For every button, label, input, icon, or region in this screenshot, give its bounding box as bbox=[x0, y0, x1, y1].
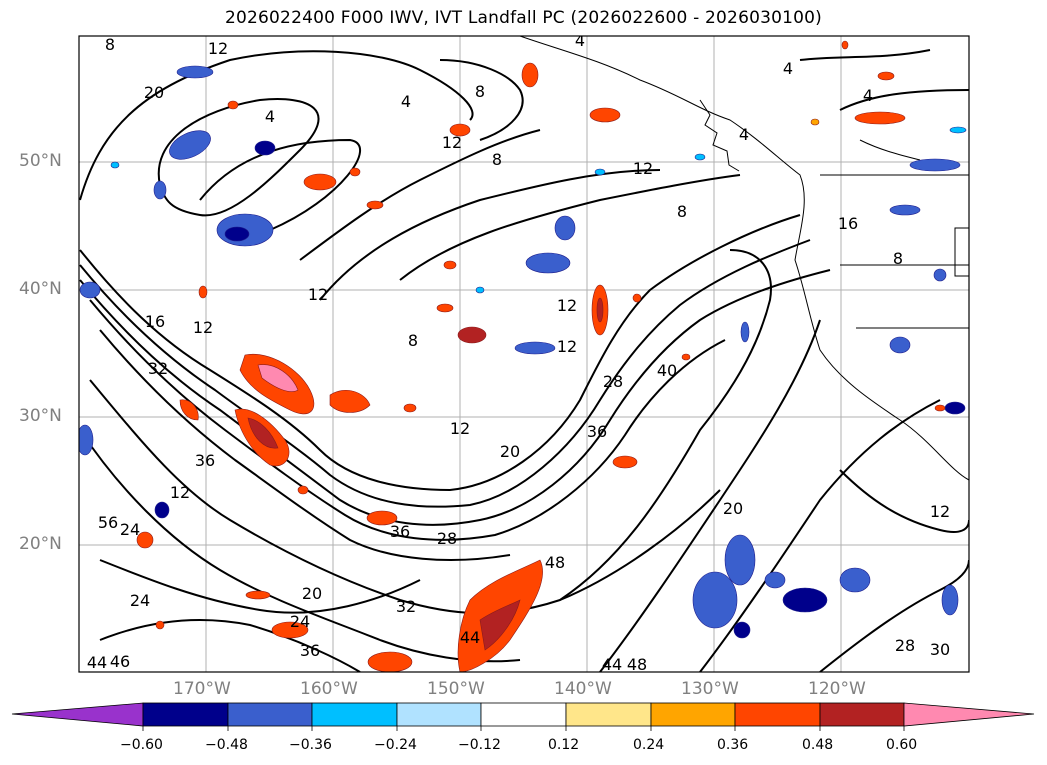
contour-label: 8 bbox=[105, 35, 115, 54]
colorbar-tick-label: −0.24 bbox=[374, 737, 417, 753]
contour-label: 8 bbox=[677, 202, 687, 221]
lat-label-30n: 30°N bbox=[19, 406, 62, 426]
negative-pc-shading bbox=[79, 65, 967, 639]
lon-label-130w: 130°W bbox=[681, 679, 739, 699]
contour-label: 32 bbox=[396, 597, 416, 616]
contour-label: 24 bbox=[120, 520, 140, 539]
contour-label: 16 bbox=[145, 312, 165, 331]
contour-label: 24 bbox=[130, 591, 150, 610]
contour-label: 12 bbox=[170, 483, 190, 502]
contour-label: 12 bbox=[450, 419, 470, 438]
lon-label-150w: 150°W bbox=[427, 679, 485, 699]
contour-label: 4 bbox=[401, 92, 411, 111]
contour-label: 8 bbox=[408, 331, 418, 350]
colorbar-tick-label: 0.12 bbox=[548, 737, 580, 753]
contour-label: 20 bbox=[723, 499, 743, 518]
colorbar-tick-label: 0.48 bbox=[802, 737, 834, 753]
contour-label: 8 bbox=[475, 82, 485, 101]
lat-label-40n: 40°N bbox=[19, 279, 62, 299]
contour-label: 12 bbox=[193, 318, 213, 337]
contour-label: 4 bbox=[265, 107, 275, 126]
coastlines bbox=[519, 36, 969, 481]
contour-label: 32 bbox=[148, 359, 168, 378]
contour-label: 12 bbox=[557, 337, 577, 356]
contour-label: 20 bbox=[144, 83, 164, 102]
contour-label: 12 bbox=[557, 296, 577, 315]
contour-label: 16 bbox=[838, 214, 858, 233]
colorbar-segment bbox=[396, 702, 482, 727]
contour-label: 12 bbox=[308, 285, 328, 304]
contour-label: 4 bbox=[863, 86, 873, 105]
colorbar-segment bbox=[819, 702, 905, 727]
lat-label-20n: 20°N bbox=[19, 534, 62, 554]
contour-label: 12 bbox=[930, 502, 950, 521]
lon-label-140w: 140°W bbox=[554, 679, 612, 699]
contour-label: 8 bbox=[492, 150, 502, 169]
colorbar-extend-high bbox=[903, 702, 1035, 727]
colorbar-tick-label: 0.24 bbox=[633, 737, 665, 753]
contour-label: 36 bbox=[195, 451, 215, 470]
contour-label: 46 bbox=[110, 652, 130, 671]
positive-pc-shading bbox=[136, 40, 946, 672]
contour-label: 36 bbox=[390, 522, 410, 541]
colorbar-tick-label: 0.60 bbox=[886, 737, 918, 753]
map-frame bbox=[78, 35, 970, 673]
contour-label: 56 bbox=[98, 513, 118, 532]
colorbar-segment bbox=[734, 702, 821, 727]
contour-label: 44 bbox=[460, 628, 480, 647]
colorbar-segment bbox=[650, 702, 736, 727]
colorbar-ticks bbox=[142, 726, 905, 731]
colorbar bbox=[11, 702, 1035, 731]
contour-label: 28 bbox=[895, 636, 915, 655]
colorbar-segment bbox=[480, 702, 567, 727]
contour-label: 4 bbox=[783, 59, 793, 78]
contour-label: 48 bbox=[627, 655, 647, 674]
map-panel bbox=[79, 36, 969, 672]
contour-label: 8 bbox=[893, 249, 903, 268]
contour-label: 20 bbox=[302, 584, 322, 603]
contour-label: 24 bbox=[290, 612, 310, 631]
contour-label: 44 bbox=[87, 653, 107, 672]
colorbar-tick-label: −0.12 bbox=[458, 737, 501, 753]
colorbar-segment bbox=[311, 702, 398, 727]
contour-label: 4 bbox=[739, 125, 749, 144]
contour-label: 4 bbox=[575, 31, 585, 50]
graticule bbox=[79, 36, 969, 672]
lon-label-170w: 170°W bbox=[173, 679, 231, 699]
contour-label: 20 bbox=[500, 442, 520, 461]
colorbar-tick-label: 0.36 bbox=[717, 737, 749, 753]
contour-label: 28 bbox=[437, 529, 457, 548]
colorbar-segment bbox=[142, 702, 229, 727]
colorbar-segment bbox=[227, 702, 313, 727]
contour-label: 12 bbox=[208, 39, 228, 58]
contour-label: 48 bbox=[545, 553, 565, 572]
contour-label: 12 bbox=[442, 133, 462, 152]
lon-label-120w: 120°W bbox=[808, 679, 866, 699]
contour-label: 44 bbox=[602, 655, 622, 674]
colorbar-tick-label: −0.60 bbox=[120, 737, 163, 753]
contour-label: 36 bbox=[587, 422, 607, 441]
contour-labels: 8 12 20 4 4 8 4 4 12 8 12 8 12 16 16 8 1… bbox=[87, 31, 950, 674]
colorbar-tick-label: −0.36 bbox=[289, 737, 332, 753]
contour-label: 28 bbox=[603, 372, 623, 391]
colorbar-segment bbox=[565, 702, 652, 727]
contour-label: 12 bbox=[633, 159, 653, 178]
map-title: 2026022400 F000 IWV, IVT Landfall PC (20… bbox=[224, 8, 823, 28]
iwv-contours bbox=[79, 49, 969, 672]
contour-label: 30 bbox=[930, 640, 950, 659]
lat-label-50n: 50°N bbox=[19, 151, 62, 171]
colorbar-extend-low bbox=[11, 702, 144, 727]
contour-label: 36 bbox=[300, 641, 320, 660]
colorbar-tick-label: −0.48 bbox=[205, 737, 248, 753]
contour-label: 40 bbox=[657, 361, 677, 380]
lon-label-160w: 160°W bbox=[300, 679, 358, 699]
